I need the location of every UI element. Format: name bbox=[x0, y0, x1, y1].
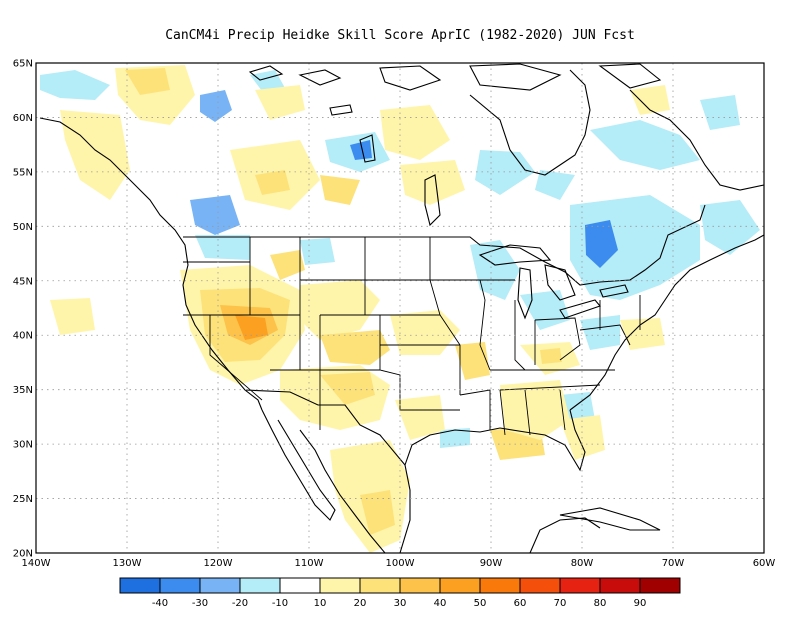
lon-label: 90W bbox=[480, 558, 503, 569]
latitude-labels: 65N 60N 55N 50N 45N 40N 35N 30N 25N 20N bbox=[13, 59, 33, 560]
lon-label: 110W bbox=[295, 558, 324, 569]
lake-superior bbox=[478, 244, 552, 266]
labrador-coastline bbox=[629, 89, 764, 191]
lat-label: 65N bbox=[13, 59, 33, 70]
lat-label: 35N bbox=[13, 385, 33, 396]
colorbar-label: -40 bbox=[152, 598, 168, 609]
colorbar-label: 40 bbox=[434, 598, 447, 609]
mexico-west-coastline bbox=[299, 429, 386, 553]
colorbar-label: -30 bbox=[192, 598, 208, 609]
us-mexico-border bbox=[244, 389, 406, 466]
lat-label: 60N bbox=[13, 113, 33, 124]
pacific-coastline bbox=[39, 117, 263, 411]
us-canada-border bbox=[183, 204, 706, 286]
colorbar-swatch bbox=[359, 577, 401, 594]
colorbar-swatch bbox=[279, 577, 321, 594]
colorbar-swatch bbox=[639, 577, 681, 594]
lat-label: 40N bbox=[13, 331, 33, 342]
colorbar-label: 60 bbox=[514, 598, 527, 609]
map-frame bbox=[35, 62, 765, 554]
lake-michigan bbox=[517, 267, 533, 320]
hudson-bay-coastline bbox=[469, 69, 591, 176]
us-state-lines bbox=[183, 237, 641, 436]
skill-score-field bbox=[40, 65, 760, 553]
colorbar-swatch bbox=[599, 577, 641, 594]
lat-label: 55N bbox=[13, 167, 33, 178]
lon-label: 60W bbox=[753, 558, 776, 569]
colorbar-swatch bbox=[119, 577, 161, 594]
lat-label: 25N bbox=[13, 494, 33, 505]
colorbar-label: 30 bbox=[394, 598, 407, 609]
boundaries bbox=[39, 63, 764, 553]
colorbar: -40 -30 -20 -10 10 20 30 40 50 60 70 80 90 bbox=[119, 577, 681, 609]
colorbar-label: 70 bbox=[554, 598, 567, 609]
lon-label: 140W bbox=[22, 558, 51, 569]
lon-label: 120W bbox=[204, 558, 233, 569]
colorbar-swatch bbox=[199, 577, 241, 594]
colorbar-label: -10 bbox=[272, 598, 288, 609]
colorbar-swatch bbox=[519, 577, 561, 594]
colorbar-swatch bbox=[439, 577, 481, 594]
lat-label: 20N bbox=[13, 549, 33, 560]
lake-huron bbox=[544, 264, 576, 301]
colorbar-swatch bbox=[319, 577, 361, 594]
colorbar-swatch bbox=[479, 577, 521, 594]
lat-label: 50N bbox=[13, 222, 33, 233]
colorbar-swatch bbox=[559, 577, 601, 594]
yucatan-coastline bbox=[529, 517, 601, 553]
cuba-coastline bbox=[559, 507, 661, 531]
colorbar-swatch bbox=[239, 577, 281, 594]
atlantic-coastline bbox=[569, 234, 764, 411]
lon-label: 70W bbox=[662, 558, 685, 569]
arctic-islands bbox=[379, 63, 662, 91]
positive-skill-areas bbox=[50, 65, 670, 553]
lake-ontario bbox=[599, 284, 629, 298]
colorbar-swatch bbox=[159, 577, 201, 594]
colorbar-label: -20 bbox=[232, 598, 248, 609]
lon-label: 130W bbox=[113, 558, 142, 569]
lake-winnipeg bbox=[424, 174, 441, 227]
graticule bbox=[36, 63, 764, 553]
colorbar-swatch bbox=[399, 577, 441, 594]
lake-athabasca bbox=[329, 104, 353, 116]
great-slave-lake bbox=[298, 69, 342, 86]
great-bear-lake bbox=[248, 65, 284, 81]
colorbar-label: 80 bbox=[594, 598, 607, 609]
reindeer-lake bbox=[359, 134, 376, 163]
map-title: CanCM4i Precip Heidke Skill Score AprIC … bbox=[165, 28, 635, 43]
colorbar-label: 50 bbox=[474, 598, 487, 609]
longitude-labels: 140W 130W 120W 110W 100W 90W 80W 70W 60W bbox=[22, 558, 776, 569]
lon-label: 100W bbox=[386, 558, 415, 569]
lat-label: 45N bbox=[13, 276, 33, 287]
baja-coastline bbox=[261, 409, 336, 521]
colorbar-label: 20 bbox=[354, 598, 367, 609]
lon-label: 80W bbox=[571, 558, 594, 569]
lat-label: 30N bbox=[13, 440, 33, 451]
colorbar-label: 90 bbox=[634, 598, 647, 609]
colorbar-label: 10 bbox=[314, 598, 327, 609]
